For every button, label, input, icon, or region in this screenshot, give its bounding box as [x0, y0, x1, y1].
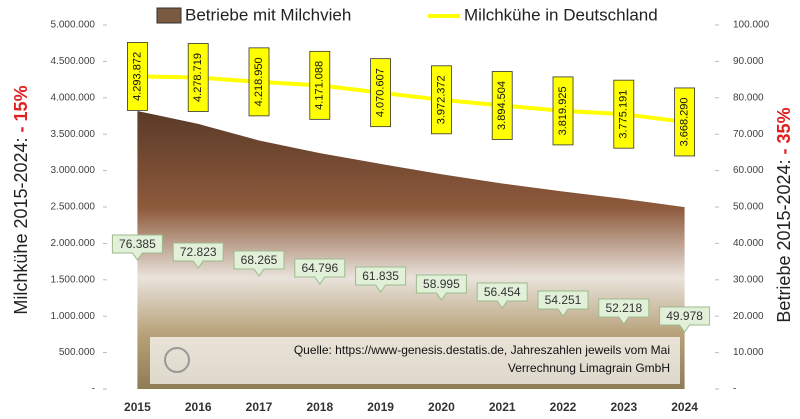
- value-label: 58.995: [423, 277, 460, 291]
- x-tick-label: 2017: [246, 400, 273, 414]
- value-label: 64.796: [301, 261, 338, 275]
- x-tick-label: 2021: [489, 400, 516, 414]
- value-label-box: [415, 274, 467, 301]
- y2-axis-title: Betriebe 2015-2024: - 35%: [774, 107, 794, 322]
- value-label: 3.894.504: [496, 81, 508, 130]
- y2-tick-label: 40.000: [733, 238, 764, 249]
- value-label: 49.978: [666, 309, 703, 323]
- y-title-highlight: - 15%: [11, 85, 31, 132]
- area: [137, 110, 685, 389]
- y-tick-label: 5.000.000: [51, 20, 96, 31]
- overlay: Quelle: https://www-genesis.destatis.de,…: [150, 337, 680, 384]
- value-label: 3.819.925: [557, 86, 569, 135]
- x-tick-label: 2019: [367, 400, 394, 414]
- value-label-box: [537, 290, 589, 317]
- value-label: 72.823: [180, 245, 217, 259]
- y-tick-label: 1.000.000: [51, 311, 96, 322]
- value-label-box: [659, 306, 711, 333]
- value-label-box: [613, 79, 635, 149]
- value-label: 3.775.191: [618, 90, 630, 139]
- y2-tick-label: 80.000: [733, 92, 764, 103]
- y2-tick-label: 90.000: [733, 56, 764, 67]
- value-label: 4.278.719: [192, 53, 204, 102]
- y-tick-label: -: [92, 384, 95, 395]
- value-label: 76.385: [119, 237, 156, 251]
- value-label: 52.218: [605, 301, 642, 315]
- y2-tick-label: 50.000: [733, 202, 764, 213]
- value-label-box: [187, 43, 209, 112]
- y-axis-title: Milchkühe 2015-2024: - 15%: [11, 85, 31, 314]
- y-tick-label: 2.000.000: [51, 238, 96, 249]
- y-tick-label: 4.500.000: [51, 56, 96, 67]
- value-label-box: [172, 242, 224, 269]
- value-label: 3.668.290: [679, 97, 691, 146]
- source-text: Verrechnung Limagrain GmbH: [508, 361, 670, 375]
- y2-tick-label: 100.000: [733, 20, 770, 31]
- value-label: 4.070.607: [375, 68, 387, 117]
- value-label: 56.454: [484, 285, 521, 299]
- value-label-box: [674, 87, 695, 157]
- y-tick-label: 1.500.000: [51, 274, 96, 285]
- y2-tick-label: -: [733, 384, 736, 395]
- value-label: 3.972.372: [435, 75, 447, 124]
- line: [137, 74, 685, 124]
- value-label: 4.218.950: [253, 57, 265, 106]
- value-label: 54.251: [545, 293, 582, 307]
- value-label-box: [233, 250, 285, 277]
- y2-tick-label: 20.000: [733, 311, 764, 322]
- y2-tick-label: 60.000: [733, 165, 764, 176]
- value-label: 68.265: [241, 253, 278, 267]
- value-label-box: [491, 71, 513, 140]
- legend: Betriebe mit Milchvieh Milchkühe in Deut…: [156, 5, 658, 24]
- y-tick-label: 500.000: [59, 347, 96, 358]
- x-tick-label: 2020: [428, 400, 455, 414]
- y2-tick-label: 10.000: [733, 347, 764, 358]
- x-tick-label: 2015: [124, 400, 151, 414]
- source-text: Quelle: https://www-genesis.destatis.de,…: [294, 343, 670, 357]
- y2-title-highlight: - 35%: [774, 107, 794, 154]
- value-label: 4.293.872: [131, 52, 143, 101]
- value-label-box: [430, 65, 452, 135]
- logo: [164, 347, 190, 373]
- legend-swatch: [156, 7, 182, 24]
- x-tick-label: 2022: [550, 400, 577, 414]
- value-label: 4.171.088: [314, 61, 326, 110]
- plot-area: - 500.000 1.000.000 1.500.000 2.000.000 2.500…: [51, 20, 770, 415]
- source-box: [150, 337, 680, 384]
- legend-label: Betriebe mit Milchvieh: [185, 5, 351, 24]
- y-tick-label: 2.500.000: [51, 202, 96, 213]
- value-label-box: [111, 234, 163, 261]
- value-label-box: [552, 76, 574, 146]
- y2-tick-label: 70.000: [733, 129, 764, 140]
- y-tick-label: 3.500.000: [51, 129, 96, 140]
- y2-tick-label: 30.000: [733, 274, 764, 285]
- value-label-box: [309, 50, 331, 120]
- value-label: 61.835: [362, 269, 399, 283]
- x-tick-label: 2018: [306, 400, 333, 414]
- value-label-box: [355, 266, 407, 293]
- x-tick-label: 2023: [610, 400, 637, 414]
- value-label-box: [476, 282, 528, 309]
- y-tick-label: 3.000.000: [51, 165, 96, 176]
- value-label-box: [370, 58, 392, 128]
- y-tick-label: 4.000.000: [51, 92, 96, 103]
- value-label-box: [127, 42, 148, 111]
- value-label-box: [248, 47, 270, 117]
- x-tick-label: 2016: [185, 400, 212, 414]
- value-label-box: [598, 298, 650, 325]
- y2-title-text: Betriebe 2015-2024:: [774, 159, 794, 322]
- y-title-text: Milchkühe 2015-2024:: [11, 137, 31, 314]
- legend-label: Milchkühe in Deutschland: [464, 5, 658, 24]
- value-label-box: [294, 258, 346, 285]
- x-tick-label: 2024: [671, 400, 698, 414]
